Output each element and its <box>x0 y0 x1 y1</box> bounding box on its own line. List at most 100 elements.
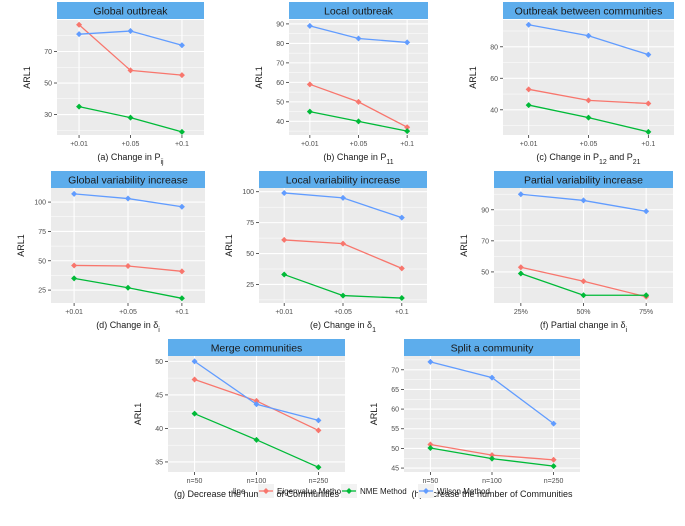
legend-item-label: Wilson Method <box>437 487 490 496</box>
y-tick-label: 50 <box>44 81 52 88</box>
x-tick-label: +0.01 <box>520 141 538 148</box>
data-point <box>76 103 83 110</box>
data-point <box>306 22 313 29</box>
data-point <box>253 436 260 443</box>
data-point <box>517 264 524 271</box>
y-axis-label: ARL1 <box>369 403 379 426</box>
x-tick-label: 75% <box>639 309 653 316</box>
data-point <box>127 114 134 121</box>
legend-key-point <box>346 488 352 494</box>
y-axis-label: ARL1 <box>459 234 469 257</box>
y-tick-label: 70 <box>44 49 52 56</box>
data-point <box>191 376 198 383</box>
data-point <box>281 236 288 243</box>
panel-strip <box>57 2 204 19</box>
data-point <box>306 108 313 115</box>
panel-title: Local outbreak <box>324 6 394 18</box>
y-axis-label: ARL1 <box>254 66 264 89</box>
data-point <box>525 102 532 109</box>
data-point <box>585 97 592 104</box>
data-point <box>404 128 411 135</box>
x-axis-label: (g) Decrease the number of Communities <box>174 489 340 499</box>
data-point <box>127 28 134 35</box>
y-tick-label: 50 <box>38 258 46 265</box>
y-tick-label: 100 <box>242 189 254 196</box>
x-axis-label: (c) Change in P12 and P21 <box>536 152 640 166</box>
data-point <box>340 292 346 299</box>
data-point <box>645 128 652 135</box>
data-point <box>76 31 83 38</box>
panel-strip <box>494 171 673 188</box>
y-tick-label: 60 <box>490 76 498 83</box>
panel-title: Merge communities <box>211 343 303 355</box>
data-point <box>71 190 78 197</box>
x-tick-label: +0.05 <box>580 141 598 148</box>
data-point <box>125 284 131 291</box>
data-point <box>580 278 587 285</box>
y-tick-label: 25 <box>38 288 46 295</box>
x-axis-label: (e) Change in δ1 <box>310 320 376 334</box>
data-point <box>191 358 198 365</box>
legend-item-label: NME Method <box>360 487 407 496</box>
x-tick-label: n=100 <box>247 478 267 485</box>
data-point <box>585 114 592 121</box>
x-tick-label: +0.01 <box>275 309 293 316</box>
x-tick-label: n=250 <box>544 478 564 485</box>
data-point <box>315 464 322 471</box>
y-tick-label: 90 <box>276 21 284 28</box>
data-point <box>315 427 322 434</box>
legend: line Eigenvalue Method NME Method Wilson Me… <box>233 484 490 498</box>
data-point <box>340 194 346 201</box>
y-tick-label: 70 <box>391 367 399 374</box>
panel-strip <box>289 2 428 19</box>
y-tick-label: 80 <box>276 41 284 48</box>
x-tick-label: +0.1 <box>175 141 189 148</box>
x-axis-label: (a) Change in Pij <box>97 152 164 166</box>
data-point <box>76 21 83 28</box>
x-tick-label: 25% <box>514 309 528 316</box>
data-point <box>340 240 346 247</box>
data-point <box>550 463 557 470</box>
data-point <box>580 292 587 299</box>
data-point <box>178 295 185 302</box>
chart-panel-3: Outbreak between communities 40 60 80 +0.01 +… <box>468 2 674 166</box>
y-tick-label: 25 <box>246 282 254 289</box>
data-point <box>71 275 78 282</box>
panel-title: Global outbreak <box>93 6 168 18</box>
data-point <box>585 32 592 39</box>
data-point <box>178 268 185 275</box>
x-tick-label: +0.1 <box>641 141 655 148</box>
x-axis-label: (f) Partial change in δi <box>540 320 628 334</box>
panel-strip <box>168 339 345 356</box>
data-point <box>645 51 652 58</box>
data-point <box>306 81 313 88</box>
x-tick-label: +0.01 <box>70 141 88 148</box>
data-point <box>517 270 524 277</box>
panel-title: Outbreak between communities <box>515 6 663 18</box>
panel-strip <box>503 2 674 19</box>
panel-strip <box>259 171 427 188</box>
y-tick-label: 75 <box>38 229 46 236</box>
panel-title: Local variability increase <box>286 175 401 187</box>
data-point <box>398 214 405 221</box>
y-axis-label: ARL1 <box>224 234 234 257</box>
y-tick-label: 60 <box>391 407 399 414</box>
y-tick-label: 35 <box>155 459 163 466</box>
panel-title: Global variability increase <box>68 175 188 187</box>
x-axis-label: (d) Change in δi <box>96 320 160 334</box>
data-point <box>253 397 260 404</box>
data-point <box>178 128 185 135</box>
y-tick-label: 65 <box>391 387 399 394</box>
data-point <box>489 455 495 462</box>
y-tick-label: 30 <box>44 112 52 119</box>
x-tick-label: +0.1 <box>400 141 414 148</box>
x-tick-label: +0.01 <box>65 309 83 316</box>
x-tick-label: n=100 <box>482 478 502 485</box>
x-axis-label: (b) Change in P11 <box>323 152 393 166</box>
x-tick-label: +0.05 <box>334 309 352 316</box>
x-tick-label: n=50 <box>187 478 203 485</box>
y-tick-label: 40 <box>276 119 284 126</box>
chart-panel-1: Global outbreak 30 50 70 +0.01 +0.05 +0.1 ARL1 (… <box>22 2 204 166</box>
legend-title: line <box>233 487 246 496</box>
y-tick-label: 40 <box>490 107 498 114</box>
